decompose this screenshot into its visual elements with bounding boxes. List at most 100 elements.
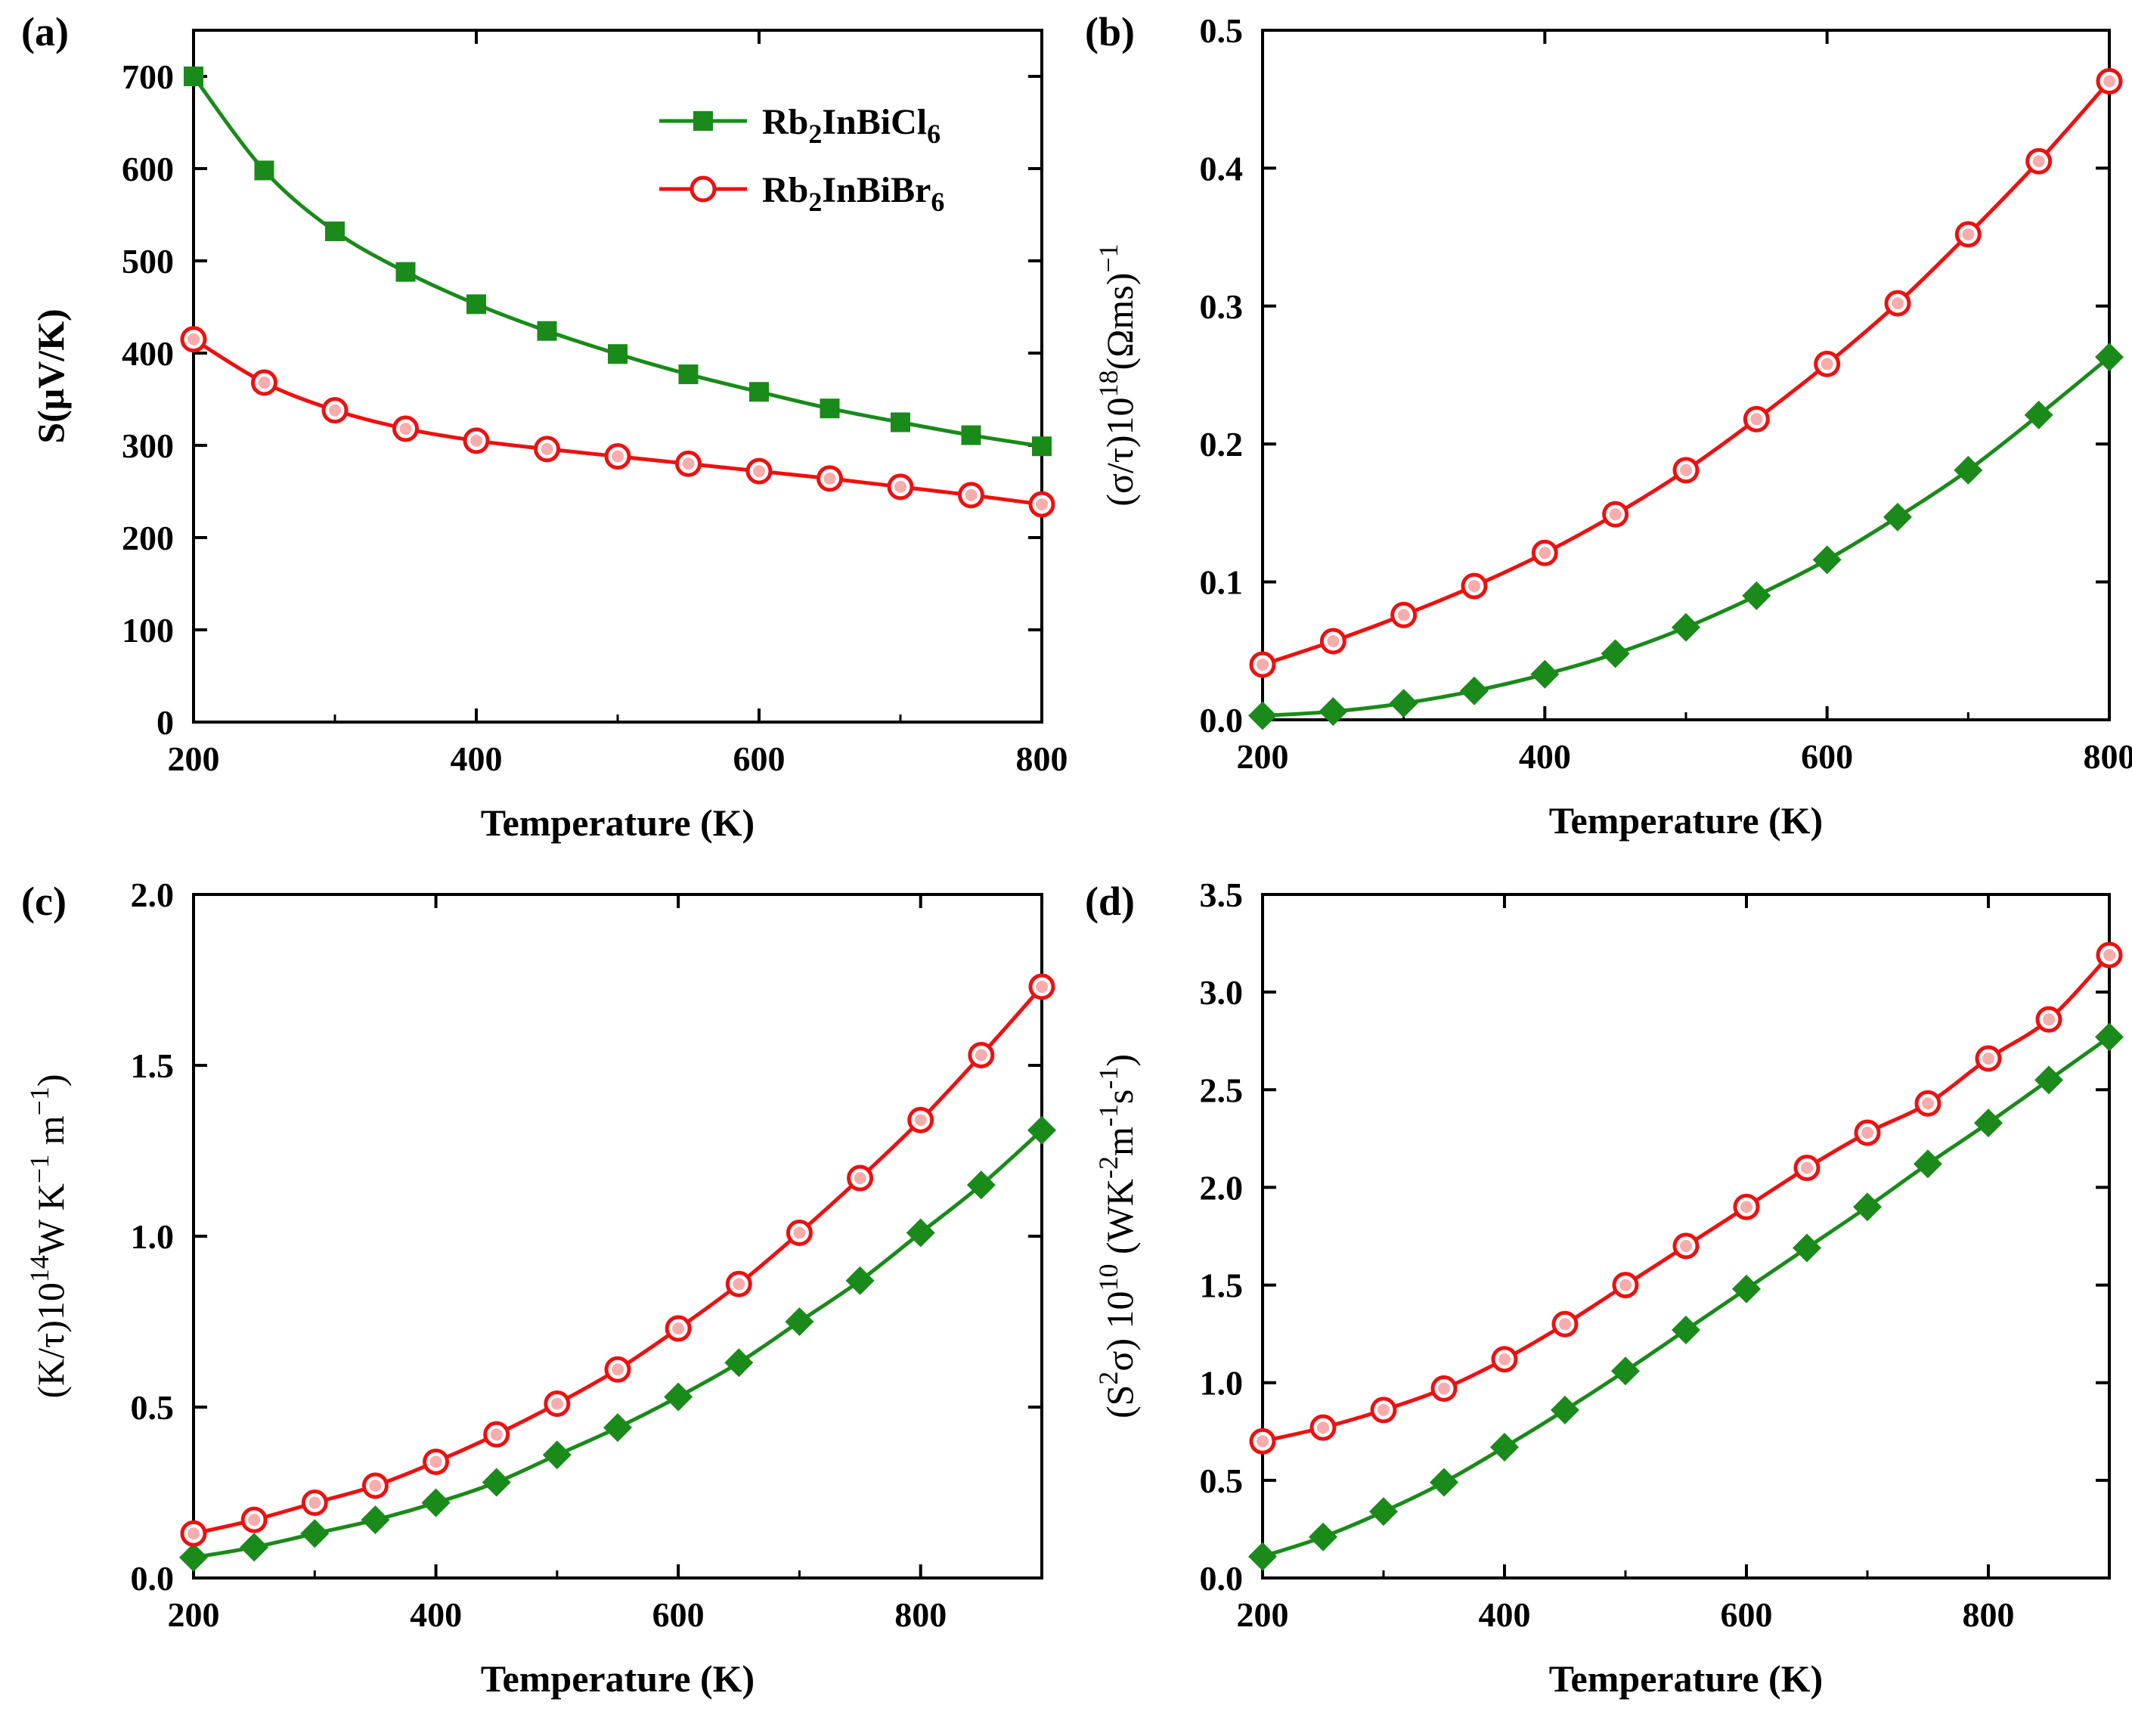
chart-panel-d: (d) 200 400 600 800 0.0 0.5 1.0 1.5 2.0 2.5 3.0 3.5 T… xyxy=(1085,876,2124,1700)
data-point-circle xyxy=(665,1315,692,1342)
x-tick-label: 200 xyxy=(168,1595,220,1634)
data-point-circle-core xyxy=(1377,1403,1390,1416)
data-point-circle-core xyxy=(1468,580,1480,593)
series-Rb2InBiBr6 xyxy=(180,326,1055,518)
legend-label: Rb2InBiBr6 xyxy=(762,170,944,217)
data-point-circle xyxy=(847,1164,874,1192)
y-tick-label: 700 xyxy=(122,57,174,96)
legend-marker xyxy=(693,111,713,131)
x-tick-label: 800 xyxy=(1016,739,1068,778)
data-point-square xyxy=(1032,436,1052,457)
x-tick-label: 400 xyxy=(410,1595,462,1634)
x-tick-label: 600 xyxy=(1721,1595,1773,1634)
data-point-diamond xyxy=(845,1266,875,1295)
y-tick-label: 600 xyxy=(122,150,174,188)
data-point-diamond xyxy=(1319,697,1348,727)
data-point-diamond xyxy=(2095,1022,2124,1052)
data-point-circle-core xyxy=(369,1479,382,1492)
data-point-circle xyxy=(2025,147,2053,175)
data-point-diamond xyxy=(179,1542,208,1572)
y-tick-label: 300 xyxy=(122,426,174,465)
data-point-diamond xyxy=(542,1440,572,1470)
data-point-square xyxy=(820,398,840,419)
data-point-circle-core xyxy=(823,472,836,485)
y-tick-label: 0.2 xyxy=(1200,425,1244,463)
data-point-circle-core xyxy=(793,1226,806,1239)
series-Rb2InBiBr6 xyxy=(1249,67,2123,678)
legend-marker xyxy=(689,175,717,203)
data-point-circle xyxy=(887,473,914,501)
data-point-square xyxy=(961,425,981,445)
data-point-diamond xyxy=(724,1348,754,1378)
data-point-diamond xyxy=(361,1505,390,1535)
x-tick-label: 200 xyxy=(1237,1595,1289,1634)
data-point-circle-core xyxy=(894,480,906,493)
x-tick-label: 400 xyxy=(451,739,503,778)
legend: Rb2InBiCl6 Rb2InBiBr6 xyxy=(659,102,944,217)
data-point-circle-core xyxy=(1982,1052,1994,1065)
data-point-circle xyxy=(817,465,843,492)
y-tick-label: 0.5 xyxy=(131,1388,175,1427)
data-point-circle-core xyxy=(975,1049,987,1062)
data-point-circle-core xyxy=(429,1455,442,1468)
data-point-circle xyxy=(725,1270,752,1297)
y-tick-label: 2.0 xyxy=(1200,1168,1244,1207)
y-tick-label: 0.1 xyxy=(1200,563,1244,602)
data-point-diamond xyxy=(1309,1522,1337,1552)
data-point-diamond xyxy=(1812,545,1842,575)
y-tick-label: 3.0 xyxy=(1200,973,1244,1012)
data-point-circle-core xyxy=(550,1397,563,1410)
y-tick-label: 0 xyxy=(156,703,174,742)
data-point-circle-core xyxy=(1036,981,1048,994)
data-point-circle xyxy=(180,1520,207,1547)
data-point-circle-core xyxy=(541,442,553,455)
data-point-circle xyxy=(1672,1232,1700,1260)
data-point-circle-core xyxy=(1821,358,1833,370)
y-tick-label: 0.5 xyxy=(1200,1462,1244,1500)
y-tick-label: 2.0 xyxy=(131,876,175,914)
x-tick-label: 600 xyxy=(1801,737,1853,776)
data-point-circle xyxy=(1028,491,1055,518)
y-tick-label: 500 xyxy=(122,242,174,281)
data-point-circle xyxy=(1249,1428,1276,1455)
data-point-circle-core xyxy=(1680,463,1692,476)
y-tick-label: 0.5 xyxy=(1200,11,1244,50)
data-point-diamond xyxy=(1248,701,1277,730)
chart-panel-a: (a) 200 400 600 800 0 100 200 300 400 500 600 700 Tem… xyxy=(21,9,1068,844)
data-point-circle-core xyxy=(2103,949,2115,962)
data-point-circle xyxy=(240,1506,268,1533)
data-point-circle-core xyxy=(1609,508,1622,521)
data-point-circle-core xyxy=(1619,1279,1632,1291)
chart-panel-b: (b) 200 400 600 800 0.0 0.1 0.2 0.3 0.4 0.5 Tempera… xyxy=(1085,9,2132,842)
data-point-diamond xyxy=(664,1382,693,1412)
data-point-square xyxy=(254,160,274,181)
data-point-circle-core xyxy=(612,1363,624,1376)
data-point-circle xyxy=(483,1421,510,1448)
data-point-circle xyxy=(1551,1310,1579,1338)
y-tick-label: 1.0 xyxy=(131,1217,175,1256)
data-point-circle-core xyxy=(672,1322,685,1335)
data-point-circle xyxy=(1602,501,1629,528)
data-point-circle xyxy=(423,1448,450,1475)
y-tick-label: 200 xyxy=(122,519,174,557)
data-point-diamond xyxy=(2034,1065,2063,1095)
data-point-square xyxy=(678,364,699,385)
data-point-circle-core xyxy=(329,404,341,417)
data-point-circle-core xyxy=(1861,1127,1873,1139)
data-point-diamond xyxy=(603,1413,632,1443)
data-point-circle xyxy=(1884,290,1911,317)
y-tick-label: 0.0 xyxy=(131,1559,175,1598)
x-axis-title: Temperature (K) xyxy=(1549,799,1823,842)
chart-panel-c: (c) 200 400 600 800 0.0 0.5 1.0 1.5 2.0 Temperatur… xyxy=(21,876,1056,1700)
data-point-circle-core xyxy=(854,1172,866,1185)
data-point-diamond xyxy=(785,1307,814,1336)
data-point-circle-core xyxy=(187,1527,200,1540)
y-tick-label: 0.0 xyxy=(1200,701,1244,739)
data-point-square xyxy=(466,294,486,315)
y-axis-title: (σ/τ)1018(Ωms)−1 xyxy=(1093,243,1141,506)
data-point-circle xyxy=(907,1106,934,1133)
plot-frame xyxy=(1261,893,2111,1579)
data-point-circle-core xyxy=(2043,1013,2055,1026)
y-tick-label: 0.4 xyxy=(1200,149,1244,188)
data-point-circle xyxy=(1531,539,1558,566)
